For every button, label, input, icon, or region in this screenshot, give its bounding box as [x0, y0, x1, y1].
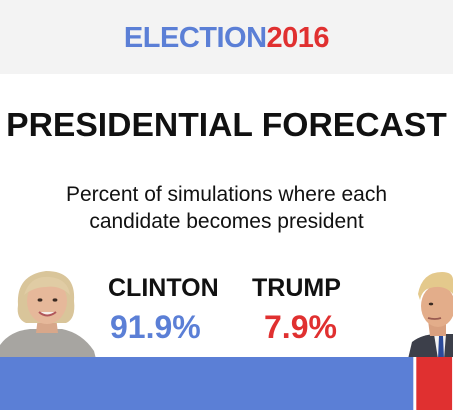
trump-name: TRUMP — [252, 274, 341, 302]
trump-portrait — [408, 272, 453, 359]
clinton-percent: 91.9% — [110, 309, 201, 345]
election-banner: ELECTION2016 — [0, 0, 453, 74]
forecast-subhead: Percent of simulations where each candid… — [66, 183, 387, 233]
probability-bar — [0, 357, 453, 410]
bar-segment-trump — [416, 357, 453, 410]
banner-title: ELECTION2016 — [0, 21, 453, 55]
bar-segment-clinton — [0, 357, 414, 410]
trump-percent: 7.9% — [264, 309, 337, 345]
banner-year: 2016 — [266, 22, 330, 54]
forecast-headline: PRESIDENTIAL FORECAST — [6, 106, 447, 143]
banner-word: ELECTION — [123, 22, 267, 54]
clinton-name: CLINTON — [108, 274, 219, 302]
clinton-portrait — [0, 271, 96, 359]
